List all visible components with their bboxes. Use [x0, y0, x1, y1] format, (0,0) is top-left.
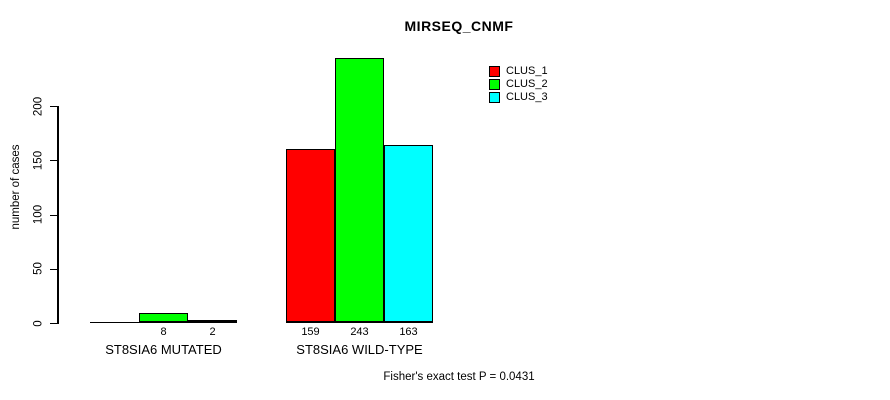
y-tick-label: 100 [32, 204, 45, 225]
y-tick-label: 0 [32, 319, 45, 327]
legend-item-clus_1: CLUS_1 [489, 65, 548, 78]
legend-swatch-icon [489, 79, 500, 90]
legend-swatch-icon [489, 92, 500, 103]
bar-value-label: 2 [209, 326, 216, 338]
legend-label: CLUS_2 [506, 78, 548, 90]
chart-title: MIRSEQ_CNMF [404, 18, 514, 34]
y-tick-mark [50, 106, 57, 107]
bar-value-label: 8 [160, 326, 167, 338]
bar-clus_2-group1 [139, 313, 188, 322]
legend-swatch-icon [489, 66, 500, 77]
group-baseline [90, 322, 237, 323]
bar-clus_2-group2 [335, 58, 384, 322]
y-axis-line [57, 106, 59, 324]
bar-clus_1-group2 [286, 149, 335, 322]
y-tick-mark [50, 323, 57, 324]
y-tick-label: 150 [32, 150, 45, 170]
y-tick-label: 200 [32, 96, 45, 116]
group-label: ST8SIA6 WILD-TYPE [296, 342, 423, 357]
legend: CLUS_1 CLUS_2 CLUS_3 [489, 65, 548, 104]
y-tick-mark [50, 268, 57, 270]
legend-label: CLUS_3 [506, 91, 548, 103]
y-tick-mark [50, 214, 57, 216]
legend-item-clus_3: CLUS_3 [489, 91, 548, 104]
bar-clus_3-group2 [384, 145, 433, 322]
bar-clus_3-group1 [188, 319, 237, 322]
bar-value-label: 163 [399, 326, 418, 338]
bar-value-label: 159 [301, 326, 320, 338]
group-label: ST8SIA6 MUTATED [105, 342, 222, 357]
footnote-text: Fisher's exact test P = 0.0431 [383, 371, 535, 383]
y-tick-mark [50, 160, 57, 162]
bar-value-label: 243 [350, 326, 369, 338]
legend-label: CLUS_1 [506, 65, 548, 77]
y-tick-label: 50 [32, 262, 45, 276]
group-baseline [286, 322, 433, 323]
legend-item-clus_2: CLUS_2 [489, 78, 548, 91]
y-axis-label: number of cases [10, 144, 22, 230]
